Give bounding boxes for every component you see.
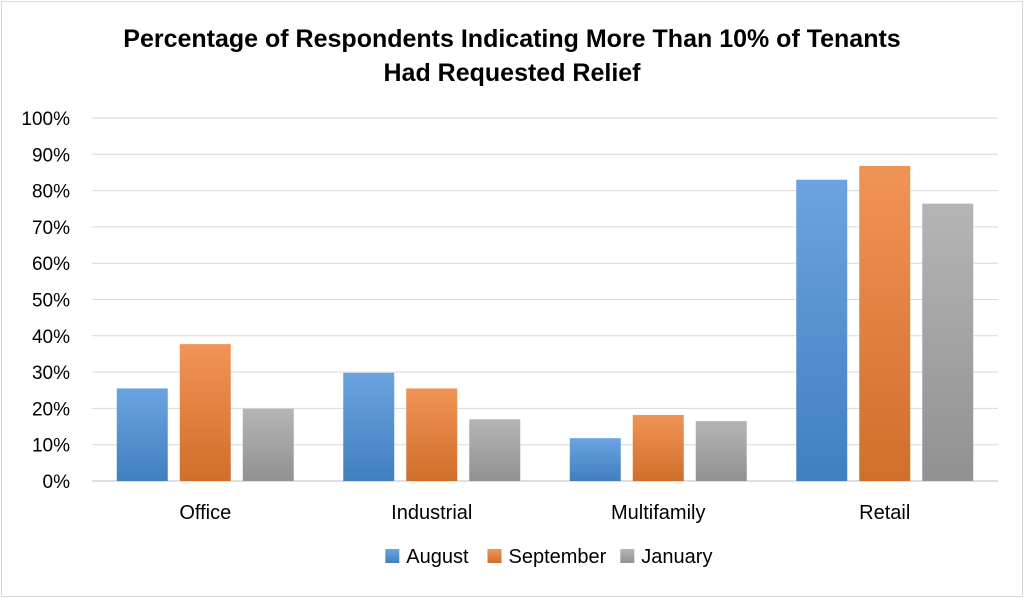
y-tick-label: 70% bbox=[32, 218, 70, 239]
legend-label-august: August bbox=[406, 546, 469, 568]
legend-swatch-august bbox=[385, 549, 400, 563]
y-tick-label: 10% bbox=[32, 436, 70, 457]
y-tick-label: 0% bbox=[43, 472, 71, 493]
y-axis-tick-labels: 0% 10% 20% 30% 40% 50% 60% 70% 80% 90% 100% bbox=[21, 109, 70, 493]
chart-title-line-2: Had Requested Relief bbox=[383, 59, 641, 87]
y-tick-label: 90% bbox=[32, 145, 70, 166]
bar-january-multifamily bbox=[695, 421, 747, 481]
y-tick-label: 100% bbox=[21, 109, 70, 130]
y-tick-label: 60% bbox=[32, 254, 70, 275]
bar-september-multifamily bbox=[632, 414, 684, 481]
legend-swatch-september bbox=[487, 549, 502, 563]
bar-august-multifamily bbox=[569, 438, 621, 481]
y-tick-label: 50% bbox=[32, 291, 70, 312]
y-tick-label: 20% bbox=[32, 399, 70, 420]
x-category-label: Office bbox=[179, 502, 231, 524]
legend: August September January bbox=[385, 546, 712, 568]
x-axis-category-labels: Office Industrial Multifamily Retail bbox=[179, 502, 910, 524]
bar-january-office bbox=[242, 408, 294, 481]
bar-january-retail bbox=[922, 203, 974, 481]
bar-september-office bbox=[179, 344, 231, 481]
chart-title-line-1: Percentage of Respondents Indicating Mor… bbox=[123, 25, 901, 53]
legend-label-january: January bbox=[641, 546, 712, 568]
bar-august-retail bbox=[796, 179, 848, 481]
y-tick-label: 40% bbox=[32, 327, 70, 348]
bar-january-industrial bbox=[469, 419, 521, 481]
y-tick-label: 30% bbox=[32, 363, 70, 384]
x-category-label: Multifamily bbox=[611, 502, 705, 524]
bar-august-office bbox=[116, 388, 168, 481]
bar-september-industrial bbox=[406, 388, 458, 481]
chart-title: Percentage of Respondents Indicating Mor… bbox=[0, 22, 1024, 90]
y-tick-label: 80% bbox=[32, 182, 70, 203]
legend-swatch-january bbox=[620, 549, 635, 563]
bars bbox=[116, 165, 974, 481]
bar-august-industrial bbox=[343, 372, 395, 481]
x-category-label: Industrial bbox=[391, 502, 472, 524]
bar-september-retail bbox=[859, 165, 911, 481]
legend-label-september: September bbox=[509, 546, 607, 568]
x-category-label: Retail bbox=[859, 502, 910, 524]
